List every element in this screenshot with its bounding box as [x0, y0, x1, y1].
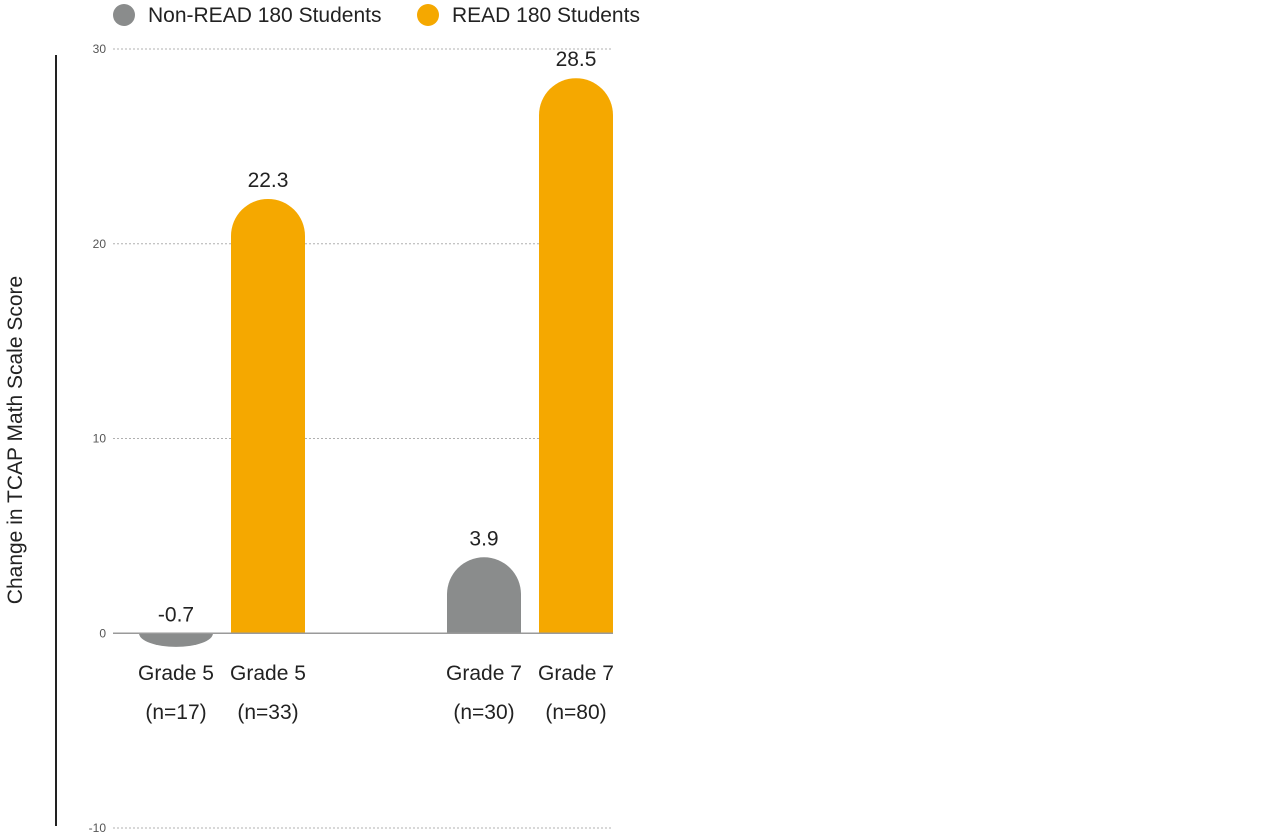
y-tick-label: 20: [93, 237, 107, 251]
bars: [139, 78, 613, 647]
category-label-n: (n=17): [145, 701, 206, 724]
y-tick-labels: 30 20 10 0 -10: [89, 42, 107, 835]
category-label-grade: Grade 5: [230, 662, 306, 685]
category-label-n: (n=80): [545, 701, 606, 724]
value-label: -0.7: [158, 603, 194, 626]
bar-read180: [539, 78, 613, 634]
bar-non-read180: [139, 633, 213, 647]
y-tick-label: 30: [93, 42, 107, 56]
category-labels: Grade 5 (n=17) Grade 5 (n=33) Grade 7 (n=30) G…: [138, 662, 614, 724]
category-label-n: (n=30): [453, 701, 514, 724]
value-label: 28.5: [556, 48, 597, 71]
y-tick-label: 0: [99, 626, 106, 640]
legend-label-non-read180: Non-READ 180 Students: [148, 4, 381, 27]
category-label-grade: Grade 7: [446, 662, 522, 685]
legend: Non-READ 180 Students READ 180 Students: [113, 4, 640, 27]
y-tick-label: 10: [93, 432, 107, 446]
value-labels: -0.7 22.3 3.9 28.5: [158, 48, 597, 626]
gridlines: [113, 48, 613, 829]
category-label-n: (n=33): [237, 701, 298, 724]
value-label: 3.9: [469, 527, 498, 550]
legend-label-read180: READ 180 Students: [452, 4, 640, 27]
value-label: 22.3: [248, 169, 289, 192]
y-tick-label: -10: [89, 821, 107, 835]
category-label-grade: Grade 5: [138, 662, 214, 685]
legend-marker-read180: [417, 4, 439, 26]
bar-read180: [231, 198, 305, 634]
legend-marker-non-read180: [113, 4, 135, 26]
bar-non-read180: [447, 557, 521, 634]
category-label-grade: Grade 7: [538, 662, 614, 685]
y-axis-title: Change in TCAP Math Scale Score: [4, 276, 27, 604]
